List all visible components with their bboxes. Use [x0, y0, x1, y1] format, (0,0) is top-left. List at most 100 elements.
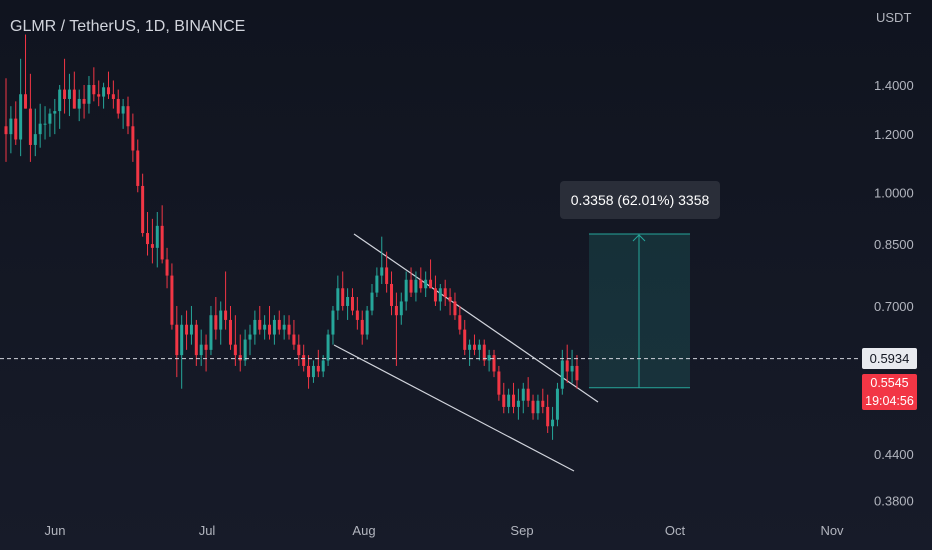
- candle: [443, 279, 447, 306]
- currency-label: USDT: [876, 10, 911, 25]
- candle: [185, 310, 189, 350]
- candle: [170, 263, 174, 330]
- candle: [214, 296, 218, 340]
- candle: [570, 349, 574, 383]
- candle: [326, 329, 330, 366]
- last-price-value: 0.5545: [870, 376, 909, 390]
- candle: [370, 283, 374, 316]
- reference-price-tag: 0.5934: [862, 348, 917, 369]
- candle: [19, 58, 23, 157]
- candle: [565, 344, 569, 383]
- candle: [453, 292, 457, 320]
- candle: [394, 292, 398, 366]
- candle: [121, 98, 125, 129]
- candle: [346, 288, 350, 320]
- candle: [204, 334, 208, 372]
- candle: [165, 247, 169, 289]
- candle: [136, 139, 140, 193]
- candle: [224, 271, 228, 330]
- candle: [126, 96, 130, 135]
- candle: [409, 267, 413, 297]
- candle: [463, 319, 467, 356]
- candle: [560, 349, 564, 395]
- candle: [297, 334, 301, 366]
- chart-title: GLMR / TetherUS, 1D, BINANCE: [10, 18, 246, 35]
- candle: [365, 305, 369, 340]
- candle: [111, 80, 115, 109]
- candle: [4, 78, 8, 162]
- candle: [429, 259, 433, 289]
- candle: [502, 382, 506, 414]
- candle: [63, 58, 67, 114]
- candle: [146, 211, 150, 256]
- x-tick-label: Jul: [199, 523, 216, 538]
- candle: [521, 382, 525, 414]
- candle: [302, 344, 306, 372]
- candle: [248, 324, 252, 356]
- candle: [472, 334, 476, 356]
- channel-lower-line[interactable]: [333, 344, 575, 472]
- candle: [189, 305, 193, 345]
- candle: [282, 315, 286, 340]
- candle: [199, 329, 203, 366]
- candle: [414, 271, 418, 302]
- x-tick-label: Oct: [665, 523, 686, 538]
- candle: [399, 292, 403, 325]
- candle: [360, 310, 364, 345]
- measure-arrow-head: [632, 234, 646, 242]
- candle: [9, 106, 13, 154]
- candle: [233, 315, 237, 366]
- candle: [175, 305, 179, 378]
- candle: [448, 288, 452, 316]
- candle: [507, 388, 511, 414]
- y-tick-label: 0.3800: [874, 494, 914, 509]
- candle: [536, 394, 540, 420]
- candle: [102, 82, 106, 109]
- candle: [97, 80, 101, 107]
- candle: [28, 73, 32, 162]
- candle: [487, 349, 491, 372]
- candle: [14, 101, 18, 145]
- candle: [531, 394, 535, 420]
- x-tick-label: Sep: [510, 523, 533, 538]
- candle: [219, 301, 223, 345]
- candle: [375, 267, 379, 297]
- candle: [258, 305, 262, 335]
- candle: [512, 382, 516, 414]
- candle: [263, 315, 267, 340]
- candle: [355, 296, 359, 330]
- measure-tool-label: 0.3358 (62.01%) 3358: [560, 181, 720, 219]
- channel-upper-line[interactable]: [353, 233, 599, 403]
- candle: [404, 271, 408, 311]
- candle: [160, 205, 164, 264]
- candle: [433, 275, 437, 306]
- candle: [497, 365, 501, 401]
- candle: [350, 288, 354, 316]
- candle: [38, 103, 42, 148]
- y-tick-label: 1.4000: [874, 78, 914, 93]
- candle: [575, 355, 579, 389]
- candle: [311, 360, 315, 383]
- candle: [53, 98, 57, 135]
- x-tick-label: Nov: [820, 523, 844, 538]
- candle: [253, 310, 257, 345]
- candle: [92, 67, 96, 102]
- candle: [277, 310, 281, 335]
- candle: [307, 355, 311, 389]
- candle: [477, 339, 481, 361]
- candle: [141, 173, 145, 237]
- candle: [458, 305, 462, 335]
- candle: [272, 315, 276, 345]
- candle: [243, 329, 247, 366]
- candle: [526, 377, 530, 407]
- candle: [292, 319, 296, 350]
- y-tick-label: 1.2000: [874, 127, 914, 142]
- candle: [87, 76, 91, 114]
- candle: [77, 89, 81, 122]
- candle: [238, 334, 242, 372]
- candle: [385, 251, 389, 293]
- candle: [155, 211, 159, 268]
- candle: [380, 236, 384, 284]
